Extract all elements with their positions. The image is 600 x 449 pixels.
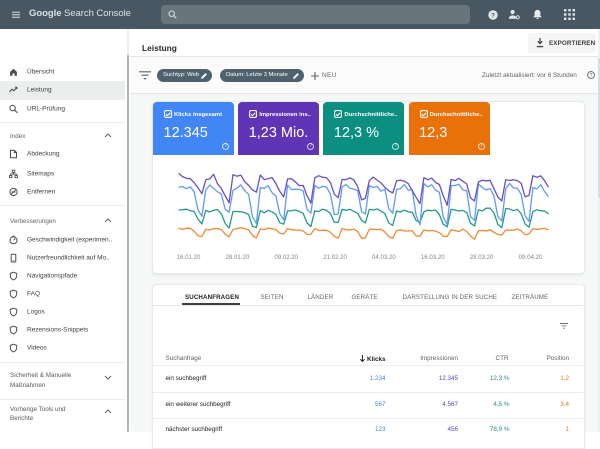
svg-text:09.02.20: 09.02.20 (274, 254, 298, 261)
svg-text:04.03.20: 04.03.20 (372, 254, 396, 261)
svg-text:21.02.20: 21.02.20 (323, 254, 347, 261)
svg-text:28.03.20: 28.03.20 (470, 254, 494, 261)
svg-text:28.01.20: 28.01.20 (226, 254, 250, 261)
svg-text:16.03.20: 16.03.20 (421, 254, 445, 261)
svg-text:16.01.20: 16.01.20 (177, 254, 201, 261)
svg-text:?: ? (491, 12, 495, 19)
svg-text:?: ? (590, 73, 593, 79)
svg-text:09.04.20: 09.04.20 (519, 254, 543, 261)
